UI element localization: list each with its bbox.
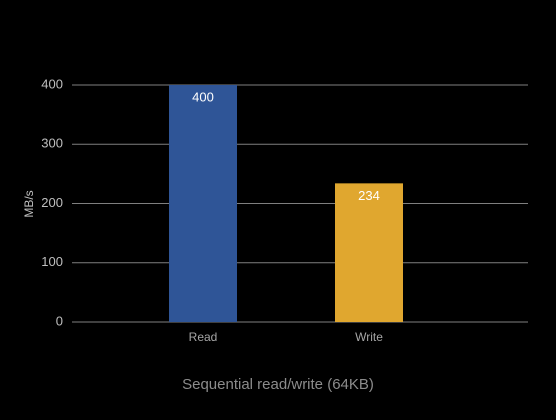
y-tick-label: 300 (41, 136, 63, 151)
bar (169, 85, 237, 322)
x-axis-label: Sequential read/write (64KB) (182, 376, 374, 393)
y-tick-label: 100 (41, 254, 63, 269)
y-axis-label: MB/s (22, 190, 36, 217)
y-tick-label: 0 (56, 313, 63, 328)
value-label: 234 (358, 188, 380, 203)
bar (335, 183, 403, 322)
y-tick-label: 400 (41, 76, 63, 91)
x-tick-label: Write (355, 330, 383, 344)
value-label: 400 (192, 89, 214, 104)
x-tick-label: Read (189, 330, 218, 344)
y-tick-label: 200 (41, 195, 63, 210)
